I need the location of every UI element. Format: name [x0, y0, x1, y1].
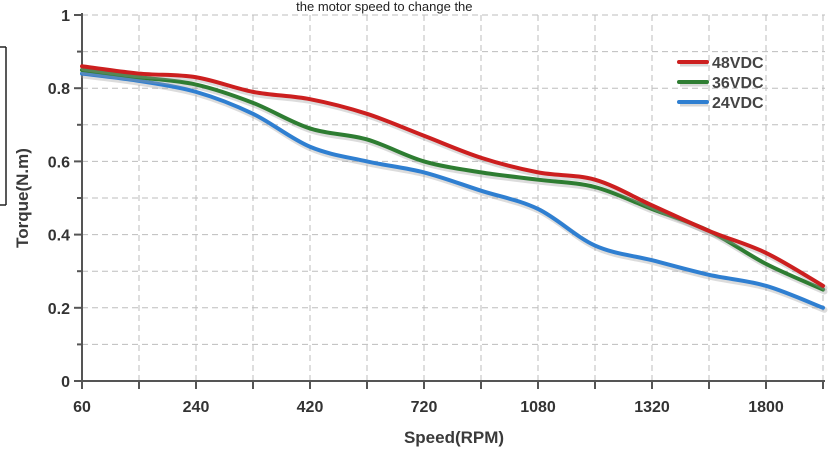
- x-tick-label: 1080: [520, 399, 556, 416]
- legend-label-24VDC: 24VDC: [712, 95, 764, 112]
- x-tick-label: 1320: [634, 399, 670, 416]
- top-note-text: the motor speed to change the: [0, 0, 476, 14]
- series-line-24VDC: [80, 71, 825, 310]
- legend-label-48VDC: 48VDC: [712, 55, 764, 72]
- legend: 48VDC 36VDC 24VDC: [677, 55, 764, 112]
- y-tick-label: 1: [61, 8, 70, 25]
- series-line-48VDC: [80, 64, 825, 288]
- x-tick-label: 60: [73, 399, 91, 416]
- x-tick-label: 1800: [748, 399, 784, 416]
- x-tick-labels: 60 240 420 720 1080 1320 1800: [73, 399, 784, 416]
- y-tick-label: 0.2: [48, 301, 70, 318]
- tick-marks: [74, 14, 824, 389]
- x-axis-title: Speed(RPM): [404, 428, 504, 447]
- series-lines: [80, 64, 828, 313]
- legend-label-36VDC: 36VDC: [712, 75, 764, 92]
- x-tick-label: 720: [411, 399, 438, 416]
- y-tick-label: 0.4: [48, 228, 70, 245]
- y-tick-label: 0.8: [48, 81, 70, 98]
- y-tick-label: 0.6: [48, 154, 70, 171]
- y-tick-labels: 0 0.2 0.4 0.6 0.8 1: [48, 8, 70, 391]
- x-tick-label: 240: [183, 399, 210, 416]
- x-tick-label: 420: [297, 399, 324, 416]
- y-axis-title: Torque(N.m): [13, 148, 32, 248]
- gridlines: [82, 14, 825, 381]
- y-tick-label: 0: [61, 374, 70, 391]
